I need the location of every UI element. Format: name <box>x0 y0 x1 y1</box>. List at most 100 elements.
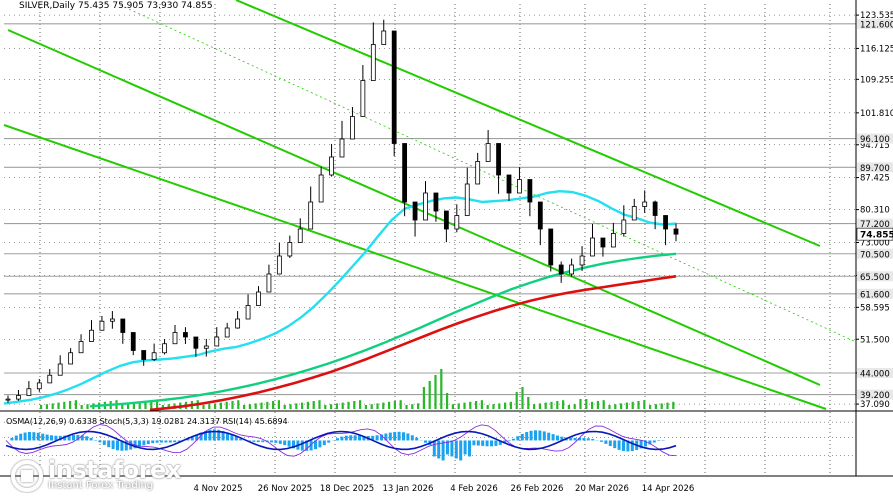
volume-bar <box>341 402 344 409</box>
last-price-box <box>856 227 893 241</box>
volume-bar <box>596 401 599 409</box>
y-axis-labels: 123.535 116.125 109.255 101.810 94.715 87.425… <box>856 11 893 410</box>
candle-body <box>454 215 460 230</box>
osc-hist-bar <box>177 440 181 442</box>
rsi-line <box>5 430 677 451</box>
candle-body <box>339 138 345 158</box>
volume-bar <box>167 404 170 409</box>
osc-hist-bar <box>89 437 93 441</box>
volume-bar <box>521 387 524 409</box>
channel-line-2 <box>3 124 827 410</box>
osc-hist-bar <box>274 440 278 443</box>
osc-hist-bar <box>305 440 309 451</box>
candle-body <box>621 219 627 234</box>
volume-bar <box>231 401 234 409</box>
osc-hist-bar <box>186 438 190 441</box>
osc-hist-bar <box>226 432 229 441</box>
candle-body <box>350 116 355 140</box>
oscillator-panel <box>4 421 856 461</box>
candle-body <box>443 210 449 230</box>
osc-hist-bar <box>336 438 339 441</box>
osc-hist-bar <box>221 430 225 441</box>
candle-body <box>548 228 554 266</box>
volume-bar <box>411 404 414 409</box>
volume-bar <box>359 400 362 409</box>
candle-body <box>642 201 648 207</box>
candle-body <box>464 183 470 216</box>
osc-hist-bar <box>652 440 656 443</box>
osc-hist-bar <box>551 434 555 441</box>
osc-hist-bar <box>600 440 603 442</box>
candle-body <box>391 30 397 144</box>
volume-bar <box>480 400 483 409</box>
candle-body <box>36 382 42 390</box>
watermark-tagline: Instant Forex Trading <box>48 480 154 491</box>
osc-hist-bar <box>468 440 471 457</box>
osc-hist-bar <box>371 435 375 441</box>
volume-bar <box>567 405 570 409</box>
osc-hist-bar <box>454 440 458 459</box>
volume-bar <box>272 401 275 409</box>
osc-hist-bar <box>212 429 216 441</box>
osc-hist-bar <box>151 440 155 444</box>
y-tick-label: 37.090 <box>860 400 890 410</box>
osc-hist-bar <box>358 435 361 441</box>
volume-bar <box>266 401 269 409</box>
osc-hist-bar <box>397 431 401 441</box>
osc-hist-bar <box>547 432 551 441</box>
y-tick-label: 109.255 <box>860 75 893 85</box>
volume-bar <box>527 397 530 409</box>
candle-body <box>297 228 303 243</box>
osc-hist-bar <box>578 437 581 441</box>
y-tick-label: 87.425 <box>860 174 890 184</box>
x-tick-label: 13 Jan 2026 <box>383 484 434 494</box>
candle-body <box>162 343 167 354</box>
candle-body <box>652 201 658 216</box>
osc-hist-bar <box>287 440 291 447</box>
volume-bar <box>260 402 263 409</box>
volume-bar <box>156 400 159 409</box>
volume-bar <box>312 401 315 409</box>
osc-hist-bar <box>102 440 106 445</box>
volume-bar <box>457 403 460 409</box>
x-axis-labels: 4 Nov 2025 26 Nov 2025 18 Dec 2025 13 Jan 2… <box>193 484 694 494</box>
osc-hist-bar <box>270 440 273 443</box>
y-tick-label: 94.715 <box>860 141 890 151</box>
candle-body <box>381 30 387 45</box>
level-label: 70.500 <box>860 250 890 260</box>
candle-body <box>506 174 512 194</box>
volume-bar <box>451 404 454 409</box>
candle-body <box>266 273 272 293</box>
osc-hist-bar <box>503 440 507 444</box>
volume-bar <box>666 402 669 409</box>
osc-hist-bar <box>195 434 199 441</box>
osc-hist-bar <box>124 440 128 451</box>
osc-hist-bar <box>437 440 441 459</box>
osc-hist-bar <box>604 440 608 444</box>
osc-hist-bar <box>133 440 137 449</box>
volume-bar <box>208 404 211 409</box>
osc-hist-bar <box>164 440 168 443</box>
candle-body <box>141 350 147 360</box>
volume-bar <box>132 403 135 409</box>
level-box-4 <box>857 248 893 259</box>
x-tick-label: 26 Feb 2026 <box>511 484 564 494</box>
x-tick-label: 26 Nov 2025 <box>258 484 312 494</box>
volume-bar <box>301 402 304 409</box>
volume-bar <box>649 405 652 409</box>
candle-body <box>235 318 241 329</box>
candle-body <box>579 255 585 266</box>
osc-hist-bar <box>498 440 502 445</box>
osc-hist-bar <box>472 440 476 446</box>
candle-body <box>89 329 94 342</box>
volume-bar <box>428 381 431 409</box>
osc-hist-bar <box>349 435 353 441</box>
volume-bar <box>254 403 257 409</box>
osc-hist-bar <box>116 440 119 451</box>
moving-averages <box>3 190 677 412</box>
volume-bar <box>399 400 402 409</box>
osc-hist-bar <box>107 440 111 448</box>
candle-body <box>256 291 261 306</box>
level-box-7 <box>857 368 893 378</box>
